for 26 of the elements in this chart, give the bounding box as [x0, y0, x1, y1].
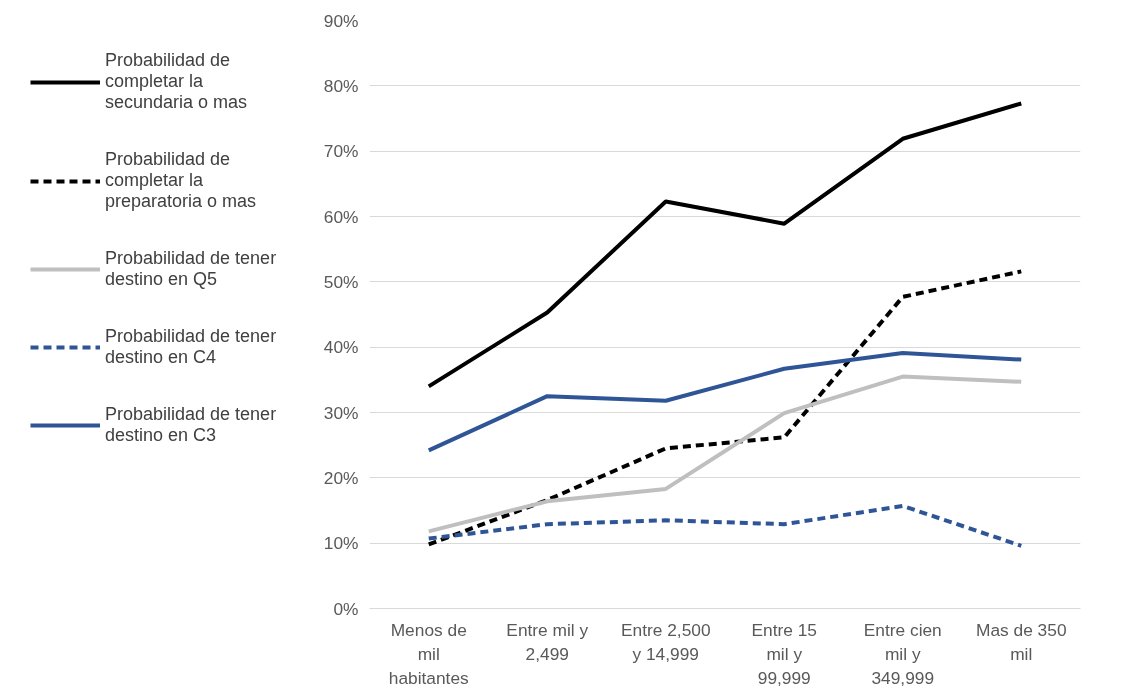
y-tick-label: 30%	[323, 402, 359, 423]
legend-label: Probabilidad de tener destino en C4	[105, 326, 277, 368]
y-tick-label: 0%	[333, 598, 359, 619]
line-series	[426, 374, 1024, 534]
line-series	[426, 269, 1024, 547]
y-tick-label: 60%	[323, 206, 359, 227]
line-series	[426, 351, 1024, 453]
x-tick-label: Entre 2,500 y 14,999	[620, 619, 711, 664]
y-tick-label: 80%	[323, 75, 359, 96]
x-tick-label: Entre mil y 2,499	[506, 619, 589, 664]
y-tick-label: 50%	[323, 271, 359, 292]
x-tick-label: Entre 15 mil y 99,999	[751, 619, 818, 688]
x-tick-label: Entre cien mil y 349,999	[863, 619, 942, 688]
legend-label: Probabilidad de completar la preparatoria o mas	[105, 149, 257, 212]
y-tick-label: 10%	[323, 533, 359, 554]
x-tick-label: Menos de mil habitantes	[388, 619, 470, 688]
y-tick-label: 90%	[323, 10, 359, 31]
y-tick-label: 70%	[323, 141, 359, 162]
legend-label: Probabilidad de completar la secundaria o mas	[105, 50, 248, 113]
line-series	[426, 503, 1024, 548]
legend-label: Probabilidad de tener destino en C3	[105, 404, 277, 446]
y-tick-label: 40%	[323, 337, 359, 358]
y-tick-label: 20%	[323, 467, 359, 488]
line-series	[426, 101, 1024, 389]
legend-label: Probabilidad de tener destino en Q5	[105, 248, 277, 290]
x-tick-label: Mas de 350 mil	[975, 619, 1067, 664]
